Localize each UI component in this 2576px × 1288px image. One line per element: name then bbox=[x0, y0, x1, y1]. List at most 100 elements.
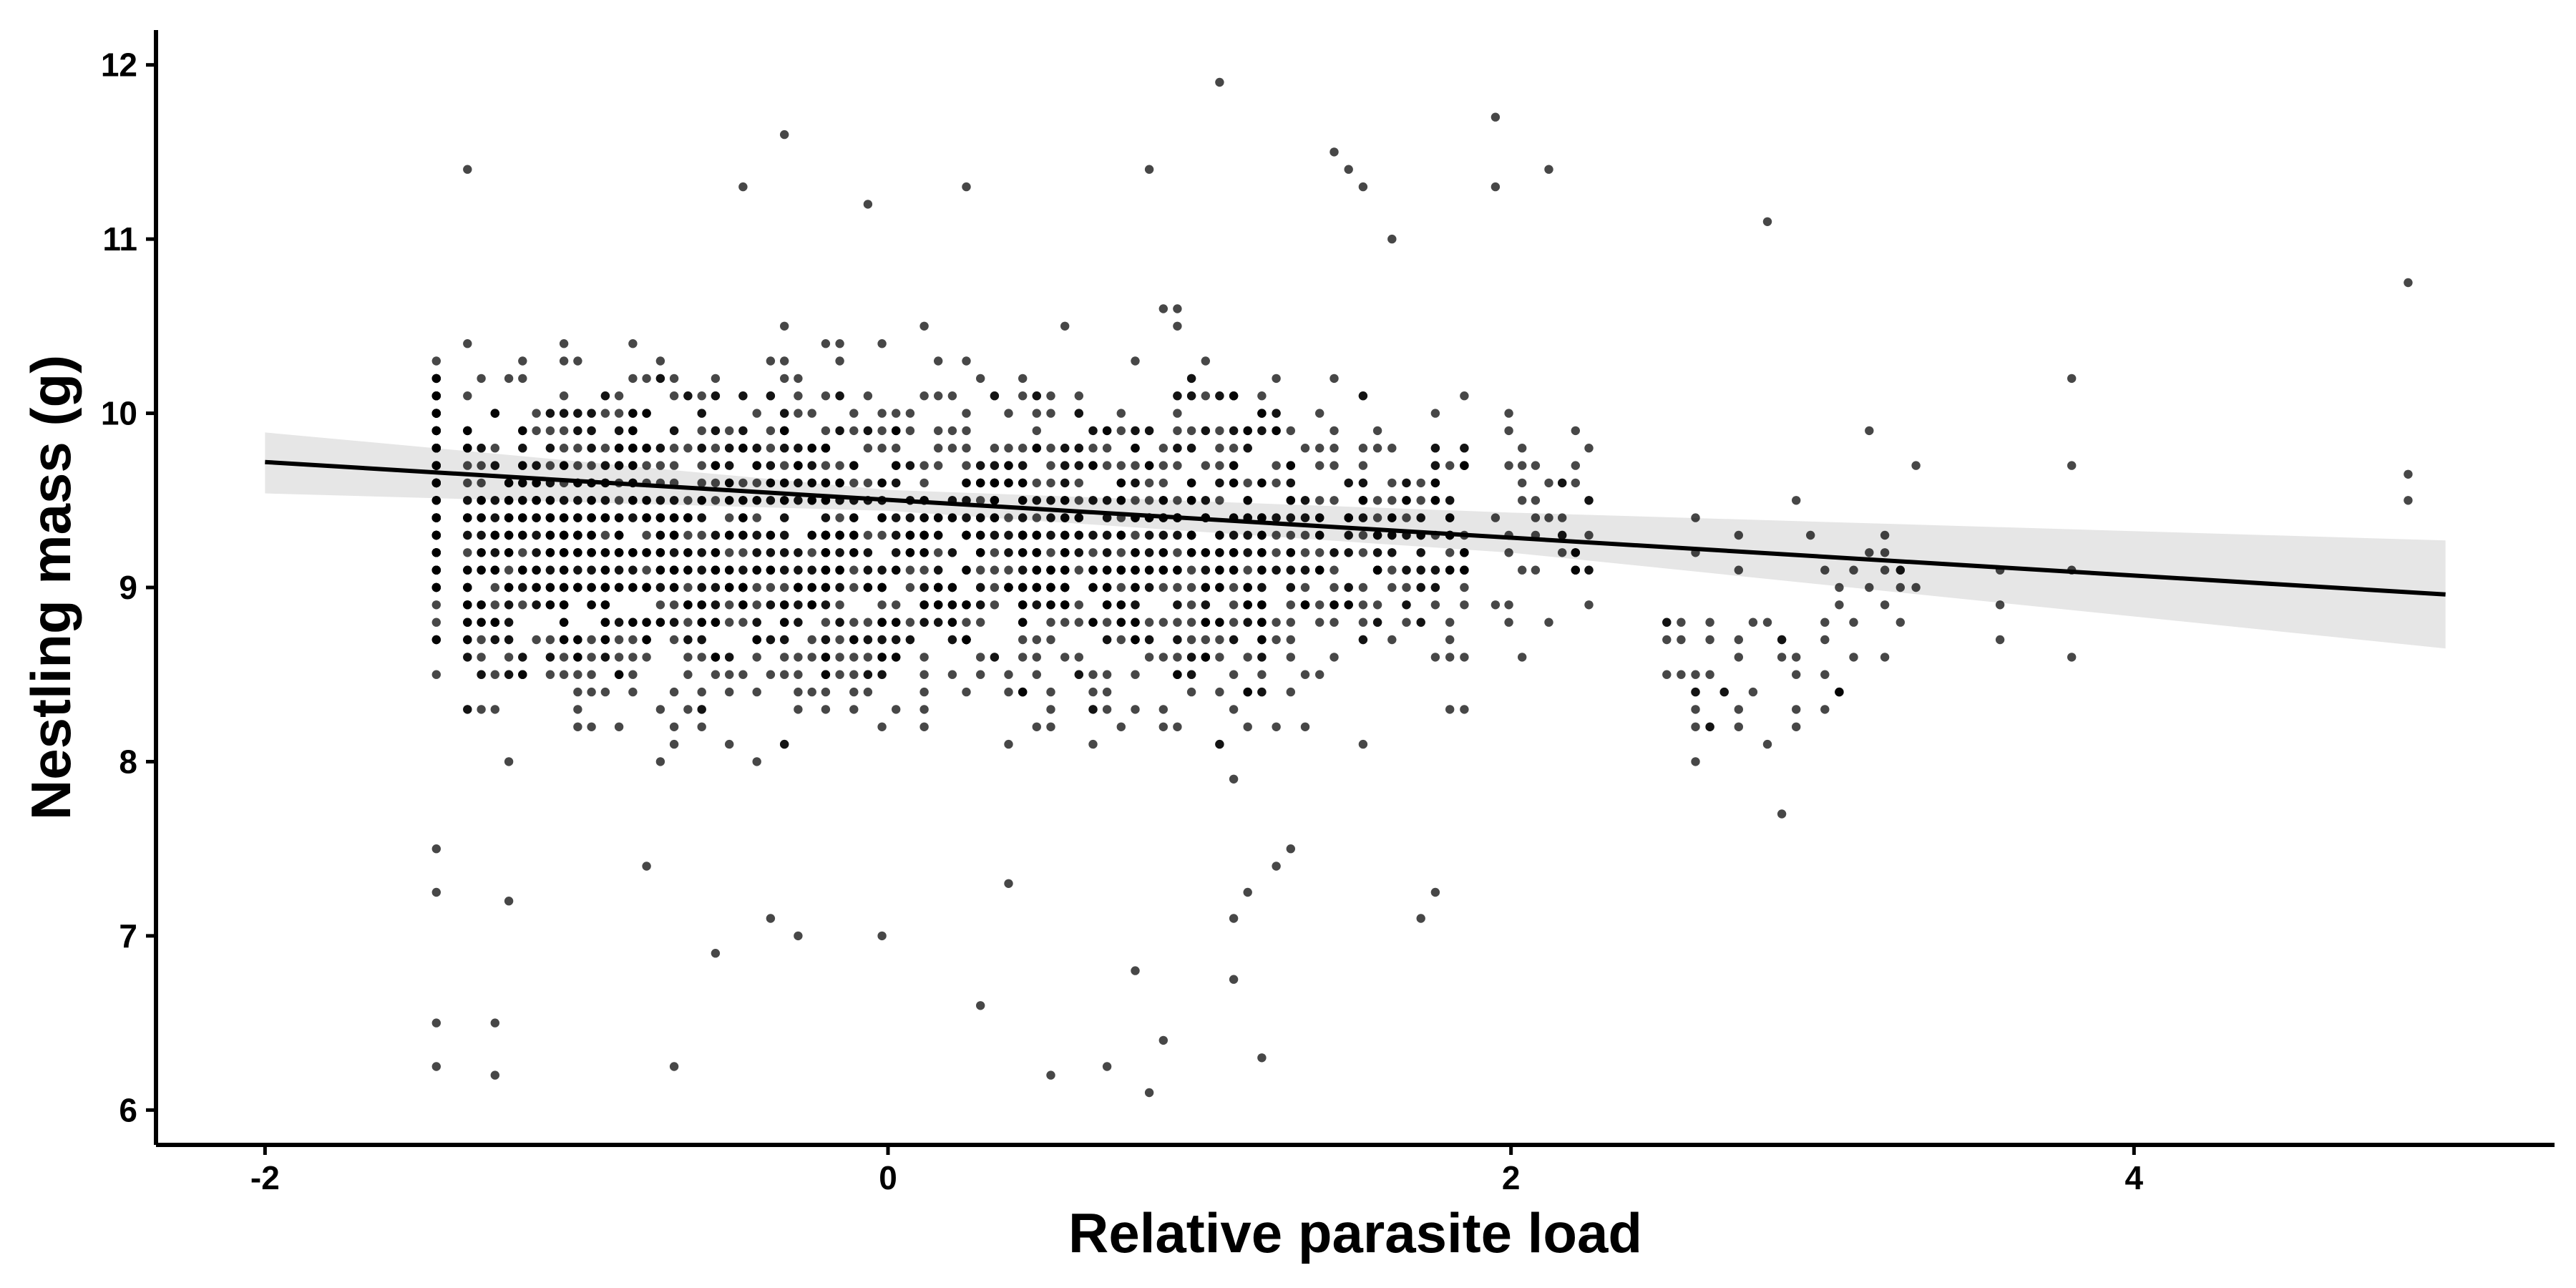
data-point bbox=[766, 582, 776, 592]
data-point bbox=[934, 513, 943, 522]
data-point bbox=[1243, 653, 1252, 662]
data-point bbox=[1158, 705, 1169, 714]
data-point bbox=[559, 548, 569, 557]
data-point bbox=[962, 600, 971, 610]
data-point bbox=[1046, 722, 1055, 731]
data-point bbox=[1173, 304, 1182, 313]
data-point bbox=[1734, 705, 1743, 714]
data-point bbox=[1286, 600, 1296, 610]
data-point bbox=[752, 600, 761, 610]
data-point bbox=[766, 635, 776, 645]
data-point bbox=[849, 513, 859, 522]
data-point bbox=[1229, 582, 1239, 592]
data-point bbox=[1186, 687, 1196, 697]
data-point bbox=[1460, 391, 1469, 401]
data-point bbox=[1074, 478, 1084, 488]
data-point bbox=[655, 618, 665, 627]
data-point bbox=[490, 670, 499, 679]
data-point bbox=[1186, 635, 1196, 645]
data-point bbox=[1243, 887, 1252, 897]
data-point bbox=[905, 548, 915, 557]
data-point bbox=[573, 722, 582, 731]
data-point bbox=[1018, 582, 1028, 592]
y-tick-label: 11 bbox=[102, 220, 137, 258]
data-point bbox=[877, 722, 887, 731]
data-point bbox=[1257, 530, 1267, 540]
data-point bbox=[794, 391, 803, 401]
data-point bbox=[711, 618, 721, 627]
data-point bbox=[587, 530, 596, 540]
data-point bbox=[463, 582, 472, 592]
data-point bbox=[1272, 530, 1281, 540]
data-point bbox=[1131, 548, 1140, 557]
data-point bbox=[697, 391, 706, 401]
data-point bbox=[1880, 653, 1890, 662]
data-point bbox=[518, 356, 527, 366]
data-point bbox=[642, 862, 651, 871]
data-point bbox=[559, 513, 569, 522]
data-point bbox=[1186, 391, 1196, 401]
data-point bbox=[1286, 530, 1296, 540]
data-point bbox=[545, 409, 555, 418]
data-point bbox=[1060, 618, 1070, 627]
data-point bbox=[1911, 461, 1921, 470]
data-point bbox=[655, 496, 665, 505]
data-point bbox=[614, 635, 624, 645]
data-point bbox=[892, 653, 901, 662]
data-point bbox=[1046, 618, 1055, 627]
data-point bbox=[1074, 461, 1084, 470]
data-point bbox=[1116, 635, 1126, 645]
data-point bbox=[766, 391, 776, 401]
data-point bbox=[892, 513, 901, 522]
data-point bbox=[976, 670, 985, 679]
data-point bbox=[532, 461, 541, 470]
data-point bbox=[1032, 496, 1042, 505]
data-point bbox=[683, 548, 693, 557]
data-point bbox=[1820, 565, 1830, 575]
data-point bbox=[504, 513, 514, 522]
data-point bbox=[807, 530, 816, 540]
data-point bbox=[1004, 530, 1013, 540]
data-point bbox=[919, 670, 929, 679]
data-point bbox=[1116, 722, 1126, 731]
data-point bbox=[821, 339, 831, 348]
data-point bbox=[614, 582, 624, 592]
data-point bbox=[1201, 391, 1211, 401]
data-point bbox=[1229, 565, 1239, 575]
data-point bbox=[725, 496, 734, 505]
data-point bbox=[711, 461, 721, 470]
data-point bbox=[490, 409, 499, 418]
data-point bbox=[807, 478, 816, 488]
data-point bbox=[1186, 565, 1196, 575]
data-point bbox=[532, 548, 541, 557]
data-point bbox=[1491, 600, 1501, 610]
data-point bbox=[1074, 653, 1084, 662]
data-point bbox=[1387, 582, 1397, 592]
data-point bbox=[892, 409, 901, 418]
data-point bbox=[1558, 478, 1567, 488]
data-point bbox=[1272, 722, 1281, 731]
data-point bbox=[849, 670, 859, 679]
data-point bbox=[545, 530, 555, 540]
data-point bbox=[1229, 478, 1239, 488]
data-point bbox=[1272, 409, 1281, 418]
data-point bbox=[863, 426, 873, 436]
data-point bbox=[642, 444, 651, 453]
data-point bbox=[1504, 426, 1513, 436]
data-point bbox=[1032, 409, 1042, 418]
data-point bbox=[1849, 565, 1858, 575]
data-point bbox=[1018, 478, 1028, 488]
data-point bbox=[752, 513, 761, 522]
data-point bbox=[849, 565, 859, 575]
data-point bbox=[1018, 565, 1028, 575]
data-point bbox=[1792, 670, 1801, 679]
data-point bbox=[1705, 635, 1714, 645]
data-point bbox=[725, 653, 734, 662]
data-point bbox=[1004, 565, 1013, 575]
data-point bbox=[1229, 914, 1239, 923]
data-point bbox=[1416, 478, 1425, 488]
data-point bbox=[1173, 600, 1182, 610]
data-point bbox=[587, 582, 596, 592]
data-point bbox=[614, 496, 624, 505]
data-point bbox=[655, 565, 665, 575]
